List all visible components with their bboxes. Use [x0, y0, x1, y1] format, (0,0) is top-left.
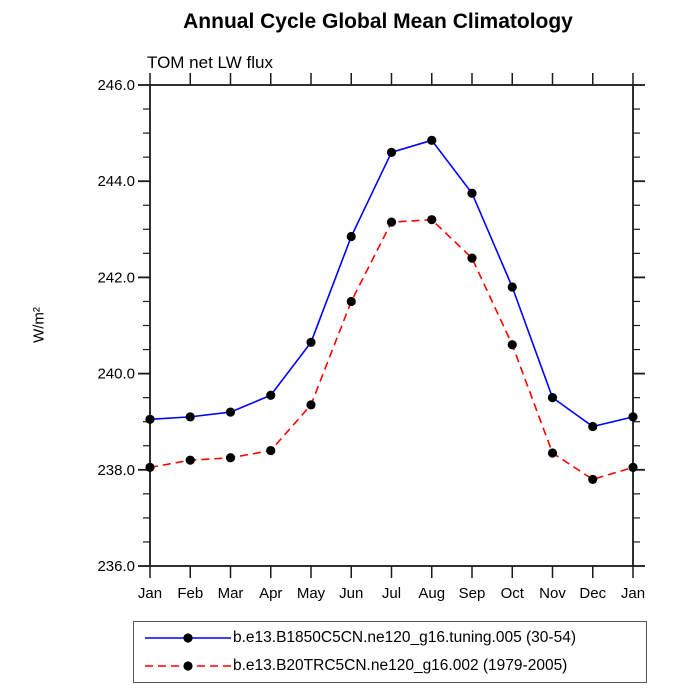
data-point	[547, 393, 558, 403]
data-point	[427, 135, 437, 145]
legend-item: b.e13.B20TRC5CN.ne120_g16.002 (1979-2005…	[134, 654, 646, 678]
data-point	[185, 455, 195, 465]
legend-item: b.e13.B1850C5CN.ne120_g16.tuning.005 (30…	[134, 626, 646, 650]
data-point	[547, 448, 558, 458]
data-point	[225, 407, 236, 417]
x-tick-label: Sep	[459, 585, 486, 602]
data-point	[507, 340, 517, 350]
data-point	[266, 445, 276, 456]
plot-area: 236.0 238.0 240.0 242.0 244.0 246.0 Jan Feb Mar A…	[97, 73, 645, 602]
legend-marker	[183, 633, 193, 643]
x-tick-label: Jan	[138, 585, 162, 602]
y-tick-label: 246.0	[97, 77, 135, 94]
chart-title: Annual Cycle Global Mean Climatology	[183, 10, 573, 33]
x-tick-label: Feb	[177, 585, 203, 602]
data-point	[588, 421, 598, 432]
data-point	[628, 462, 638, 472]
x-tick-label: Aug	[418, 585, 445, 602]
data-point	[145, 414, 155, 424]
y-tick-label: 242.0	[97, 269, 135, 286]
legend-sample-line	[145, 661, 231, 671]
x-tick-label: May	[297, 585, 326, 602]
x-tick-label: Mar	[218, 585, 244, 602]
x-tick-label: Apr	[259, 585, 282, 602]
y-tick-label: 236.0	[97, 558, 135, 575]
data-point	[467, 188, 477, 198]
x-tick-label: Oct	[501, 585, 525, 602]
x-tick-label: Jun	[339, 585, 363, 602]
chart-subtitle: TOM net LW flux	[147, 53, 273, 72]
y-tick-label: 240.0	[97, 366, 135, 383]
series-line-0	[149, 139, 634, 428]
data-point	[306, 337, 316, 347]
data-point	[588, 474, 598, 485]
legend-label: b.e13.B20TRC5CN.ne120_g16.002 (1979-2005…	[233, 657, 568, 674]
data-point	[386, 147, 397, 157]
y-tick-label: 244.0	[97, 173, 135, 190]
data-point	[507, 282, 517, 292]
data-point	[266, 390, 276, 400]
data-point	[185, 412, 195, 422]
data-point	[628, 412, 638, 422]
legend-sample-line	[145, 633, 231, 643]
x-tick-label: Nov	[539, 585, 566, 602]
series-line-1	[149, 218, 634, 481]
x-tick-label: Jan	[621, 585, 645, 602]
legend-marker	[183, 661, 193, 671]
data-point	[427, 215, 437, 225]
data-point	[346, 296, 356, 307]
x-tick-label: Dec	[579, 585, 606, 602]
legend: b.e13.B1850C5CN.ne120_g16.tuning.005 (30…	[133, 621, 647, 683]
data-point	[306, 400, 316, 410]
axis-frame	[149, 84, 634, 567]
data-point	[145, 462, 155, 472]
x-tick-label: Jul	[382, 585, 401, 602]
data-point	[225, 453, 236, 463]
data-point	[386, 217, 397, 227]
y-tick-label: 238.0	[97, 462, 135, 479]
data-point	[467, 253, 477, 263]
data-point	[346, 231, 356, 242]
legend-label: b.e13.B1850C5CN.ne120_g16.tuning.005 (30…	[233, 629, 576, 646]
